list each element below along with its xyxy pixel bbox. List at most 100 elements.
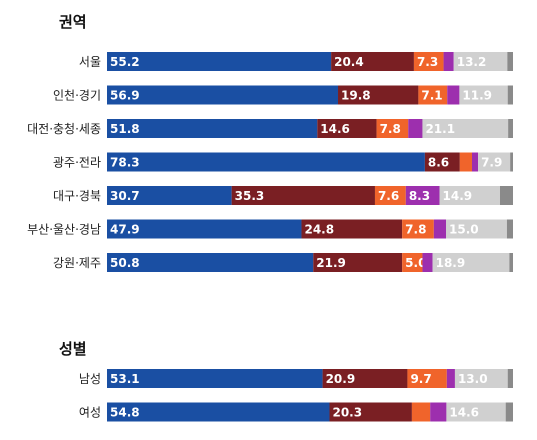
category-label: 대구·경북 [53,189,101,203]
data-label: 24.8 [304,223,334,237]
data-label: 7.9 [481,156,502,170]
data-label: 7.8 [380,122,401,136]
bar-row: 남성 53.1 20.9 9.7 13.0 [79,369,513,388]
bar-segment [439,186,500,205]
bar-segment [317,119,377,138]
bar-segment [443,52,454,71]
bar-segment [447,85,460,105]
bar-segment [411,402,431,422]
bar-segment [454,369,508,388]
bar-row: 여성 54.8 20.3 14.6 [79,402,513,422]
category-label: 대전·충청·세종 [27,122,101,136]
bar-segment [107,186,232,205]
bar-segment [107,85,339,105]
category-label: 광주·전라 [53,156,101,170]
bar-segment [313,253,403,272]
bar-segment [471,152,479,172]
data-label: 7.6 [378,189,399,203]
bar-segment [107,119,318,138]
bar-row: 서울 55.2 20.4 7.3 13.2 [79,52,513,71]
data-label: 18.9 [436,256,466,270]
data-label: 14.6 [320,122,350,136]
bar-row: 인천·경기 56.9 19.8 7.1 11.9 [53,85,513,105]
data-label: 53.1 [110,372,140,386]
category-label: 서울 [79,55,101,69]
panel-title: 권역 [59,13,87,31]
data-label: 20.9 [326,372,356,386]
bar-segment [402,253,423,272]
bar-segment [107,402,330,422]
data-label: 51.8 [110,122,140,136]
bar-segment [338,85,419,105]
data-label: 20.4 [334,55,364,69]
category-label: 인천·경기 [53,88,101,103]
data-label: 8.6 [428,156,449,170]
bar-segment [509,253,513,272]
bar-segment [500,186,513,205]
bar-segment [446,369,455,388]
bar-segment [376,119,409,138]
bar-segment [433,219,447,239]
data-label: 21.1 [425,122,455,136]
bar-segment [424,152,460,172]
bar-segment [507,369,513,388]
data-label: 56.9 [110,89,140,103]
data-label: 13.2 [457,55,487,69]
bar-segment [508,119,513,138]
bar-segment [107,253,314,272]
data-label: 30.7 [110,189,140,203]
bar-segment [329,402,412,422]
bar-segment [107,152,425,172]
bar-segment [231,186,375,205]
category-label: 여성 [79,406,101,420]
bar-segment [430,402,447,422]
category-label: 남성 [79,372,101,386]
bar-segment [422,119,509,138]
data-label: 78.3 [110,156,140,170]
bar-segment [422,253,433,272]
data-label: 55.2 [110,55,140,69]
data-label: 14.6 [449,406,479,420]
bar-segment [432,253,510,272]
data-label: 7.8 [405,223,426,237]
data-label: 5.0 [405,256,426,270]
bar-segment [408,119,423,138]
data-label: 50.8 [110,256,140,270]
category-label: 강원·제주 [53,256,101,270]
bar-segment [331,52,414,71]
bar-segment [507,85,513,105]
bar-segment [459,152,472,172]
bar-segment [510,152,513,172]
data-label: 13.0 [458,372,488,386]
bar-row: 대구·경북 30.7 35.3 7.6 8.3 14.9 [53,186,513,205]
data-label: 21.9 [316,256,346,270]
data-label: 20.3 [332,406,362,420]
bar-segment [446,219,507,239]
panel-title: 성별 [59,340,87,358]
bar-segment [405,186,440,205]
bar-segment [453,52,508,71]
bar-segment [322,369,408,388]
data-label: 7.1 [421,89,442,103]
data-label: 9.7 [410,372,431,386]
data-label: 35.3 [235,189,265,203]
bar-row: 대전·충청·세종 51.8 14.6 7.8 21.1 [27,119,513,138]
bar-segment [107,219,302,239]
bar-segment [459,85,508,105]
bar-segment [446,402,506,422]
bar-segment [402,219,434,239]
bar-row: 강원·제주 50.8 21.9 5.0 18.9 [53,253,513,272]
bar-segment [413,52,444,71]
bar-segment [107,369,323,388]
bar-segment [505,402,513,422]
data-label: 54.8 [110,406,140,420]
bar-segment [507,52,513,71]
data-label: 15.0 [449,223,479,237]
bar-segment [374,186,406,205]
category-label: 부산·울산·경남 [27,223,101,237]
data-label: 19.8 [341,89,371,103]
data-label: 11.9 [462,89,492,103]
